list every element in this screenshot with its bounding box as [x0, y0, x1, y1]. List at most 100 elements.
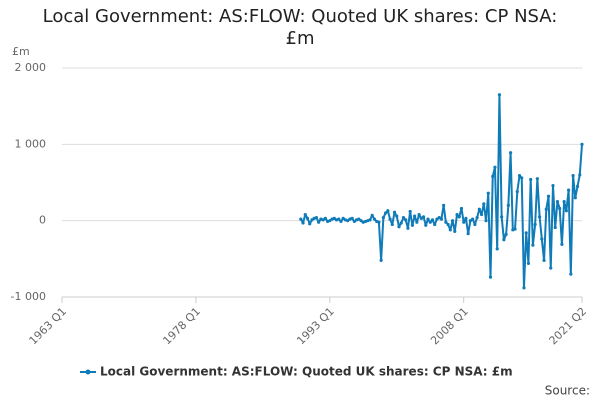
point	[397, 225, 401, 229]
point	[491, 174, 495, 178]
point	[459, 206, 464, 211]
point	[462, 220, 466, 224]
point	[575, 184, 580, 188]
point	[495, 247, 499, 251]
point	[370, 213, 374, 217]
point	[448, 228, 452, 232]
point	[323, 216, 327, 220]
legend-label: Local Government: AS:FLOW: Quoted UK sha…	[100, 365, 513, 379]
point	[517, 174, 522, 178]
point	[533, 222, 537, 227]
y-axis-label: £m	[12, 45, 30, 58]
point	[299, 217, 303, 221]
point	[395, 214, 399, 218]
point	[303, 212, 307, 217]
point	[484, 219, 488, 223]
point	[368, 218, 372, 222]
point	[317, 220, 321, 224]
point	[535, 177, 539, 181]
point	[352, 219, 356, 224]
point	[466, 232, 470, 236]
point	[500, 215, 504, 219]
x-tick-label: 1978 Q1	[160, 305, 203, 348]
point	[529, 177, 533, 182]
point	[377, 220, 381, 224]
point	[560, 242, 564, 246]
x-tick-label: 1963 Q1	[27, 305, 70, 348]
point	[430, 218, 435, 222]
point	[524, 231, 528, 235]
point	[399, 221, 403, 225]
y-tick-label: -1 000	[11, 290, 46, 303]
point	[419, 216, 423, 220]
point	[544, 207, 548, 211]
point	[386, 209, 390, 213]
point	[455, 212, 459, 217]
point	[551, 183, 555, 188]
point	[567, 188, 571, 192]
point	[471, 217, 475, 221]
point	[439, 217, 443, 221]
point	[332, 216, 336, 220]
point	[464, 216, 468, 220]
point	[569, 272, 573, 276]
point	[308, 222, 312, 226]
point	[314, 216, 319, 220]
point	[564, 209, 568, 213]
point	[437, 216, 441, 220]
x-tick-label: 2008 Q1	[428, 305, 471, 348]
point	[301, 221, 305, 225]
legend-item: Local Government: AS:FLOW: Quoted UK sha…	[80, 365, 513, 379]
point	[546, 194, 551, 198]
point	[571, 174, 575, 178]
point	[359, 219, 363, 223]
point	[328, 219, 332, 223]
point	[426, 217, 430, 221]
point	[350, 216, 354, 220]
point	[486, 191, 490, 195]
point	[442, 203, 446, 207]
point	[372, 217, 377, 221]
point	[531, 243, 535, 247]
point	[381, 216, 385, 220]
chart-title: Local Government: AS:FLOW: Quoted UK sha…	[42, 6, 558, 49]
point	[417, 212, 421, 217]
source: Source:	[545, 384, 590, 398]
point	[408, 209, 412, 214]
point	[504, 232, 508, 237]
x-tick-label: 2021 Q2	[547, 305, 590, 348]
point	[444, 220, 448, 224]
point	[413, 214, 417, 218]
point	[404, 218, 408, 222]
point	[384, 211, 388, 215]
point	[410, 223, 414, 227]
point	[549, 266, 553, 270]
point	[310, 218, 314, 222]
point	[537, 215, 542, 219]
x-tick-label: 1993 Q1	[294, 305, 337, 348]
point	[488, 275, 493, 279]
point	[357, 217, 361, 221]
point	[421, 215, 426, 219]
point	[497, 93, 502, 97]
point	[305, 216, 310, 220]
point	[446, 222, 450, 227]
point	[346, 219, 350, 223]
point	[388, 217, 392, 221]
point	[450, 219, 455, 223]
point	[379, 258, 383, 262]
point	[520, 176, 524, 180]
point	[415, 220, 419, 224]
point	[506, 203, 510, 207]
point	[435, 217, 439, 221]
point	[526, 261, 531, 266]
point	[508, 151, 513, 155]
point	[542, 258, 546, 262]
point	[337, 217, 341, 221]
point	[477, 207, 481, 211]
point	[482, 202, 486, 206]
point	[555, 199, 560, 204]
point	[341, 216, 345, 220]
point	[502, 238, 506, 242]
